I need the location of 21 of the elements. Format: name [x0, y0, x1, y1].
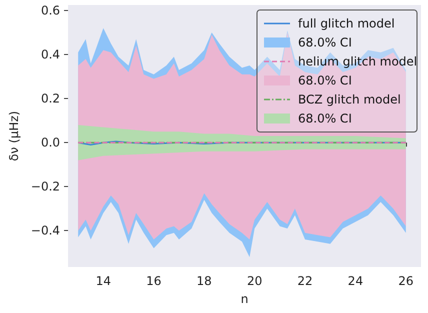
y-tick-label: 0.6	[40, 4, 60, 18]
x-tick-label: 26	[398, 274, 414, 288]
x-tick-label: 14	[96, 274, 111, 288]
x-tick-label: 16	[146, 274, 162, 288]
y-axis-title: δν (μHz)	[7, 110, 21, 162]
y-tick-label: 0.0	[40, 136, 60, 150]
legend-label: 68.0% CI	[298, 36, 352, 50]
x-tick-label: 24	[348, 274, 364, 288]
x-tick-label: 22	[297, 274, 313, 288]
x-axis-title: n	[240, 292, 248, 306]
y-tick-label: 0.2	[40, 92, 60, 106]
legend-label: BCZ glitch model	[298, 92, 401, 106]
legend-label: helium glitch model	[298, 54, 418, 68]
legend-label: 68.0% CI	[298, 74, 352, 88]
x-tick-label: 20	[246, 274, 262, 288]
y-tick-label: −0.2	[30, 180, 60, 194]
legend-label: 68.0% CI	[298, 112, 352, 126]
x-tick-label: 18	[196, 274, 212, 288]
legend-label: full glitch model	[298, 16, 395, 30]
y-tick-label: 0.4	[40, 48, 60, 62]
y-tick-label: −0.4	[30, 224, 60, 238]
